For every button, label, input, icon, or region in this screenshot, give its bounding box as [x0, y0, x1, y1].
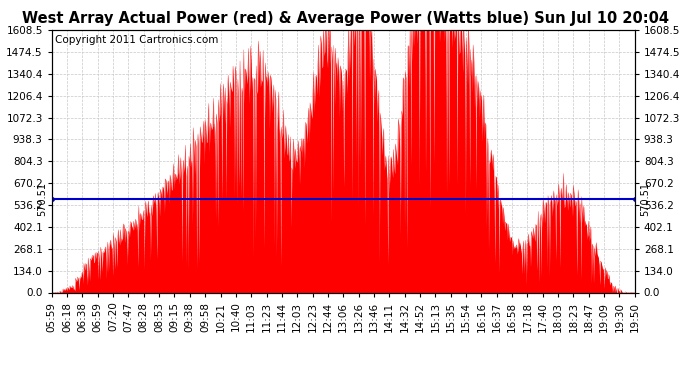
- Text: 570.51: 570.51: [37, 182, 47, 216]
- Text: Copyright 2011 Cartronics.com: Copyright 2011 Cartronics.com: [55, 35, 218, 45]
- Text: West Array Actual Power (red) & Average Power (Watts blue) Sun Jul 10 20:04: West Array Actual Power (red) & Average …: [21, 11, 669, 26]
- Text: 570.51: 570.51: [640, 182, 650, 216]
